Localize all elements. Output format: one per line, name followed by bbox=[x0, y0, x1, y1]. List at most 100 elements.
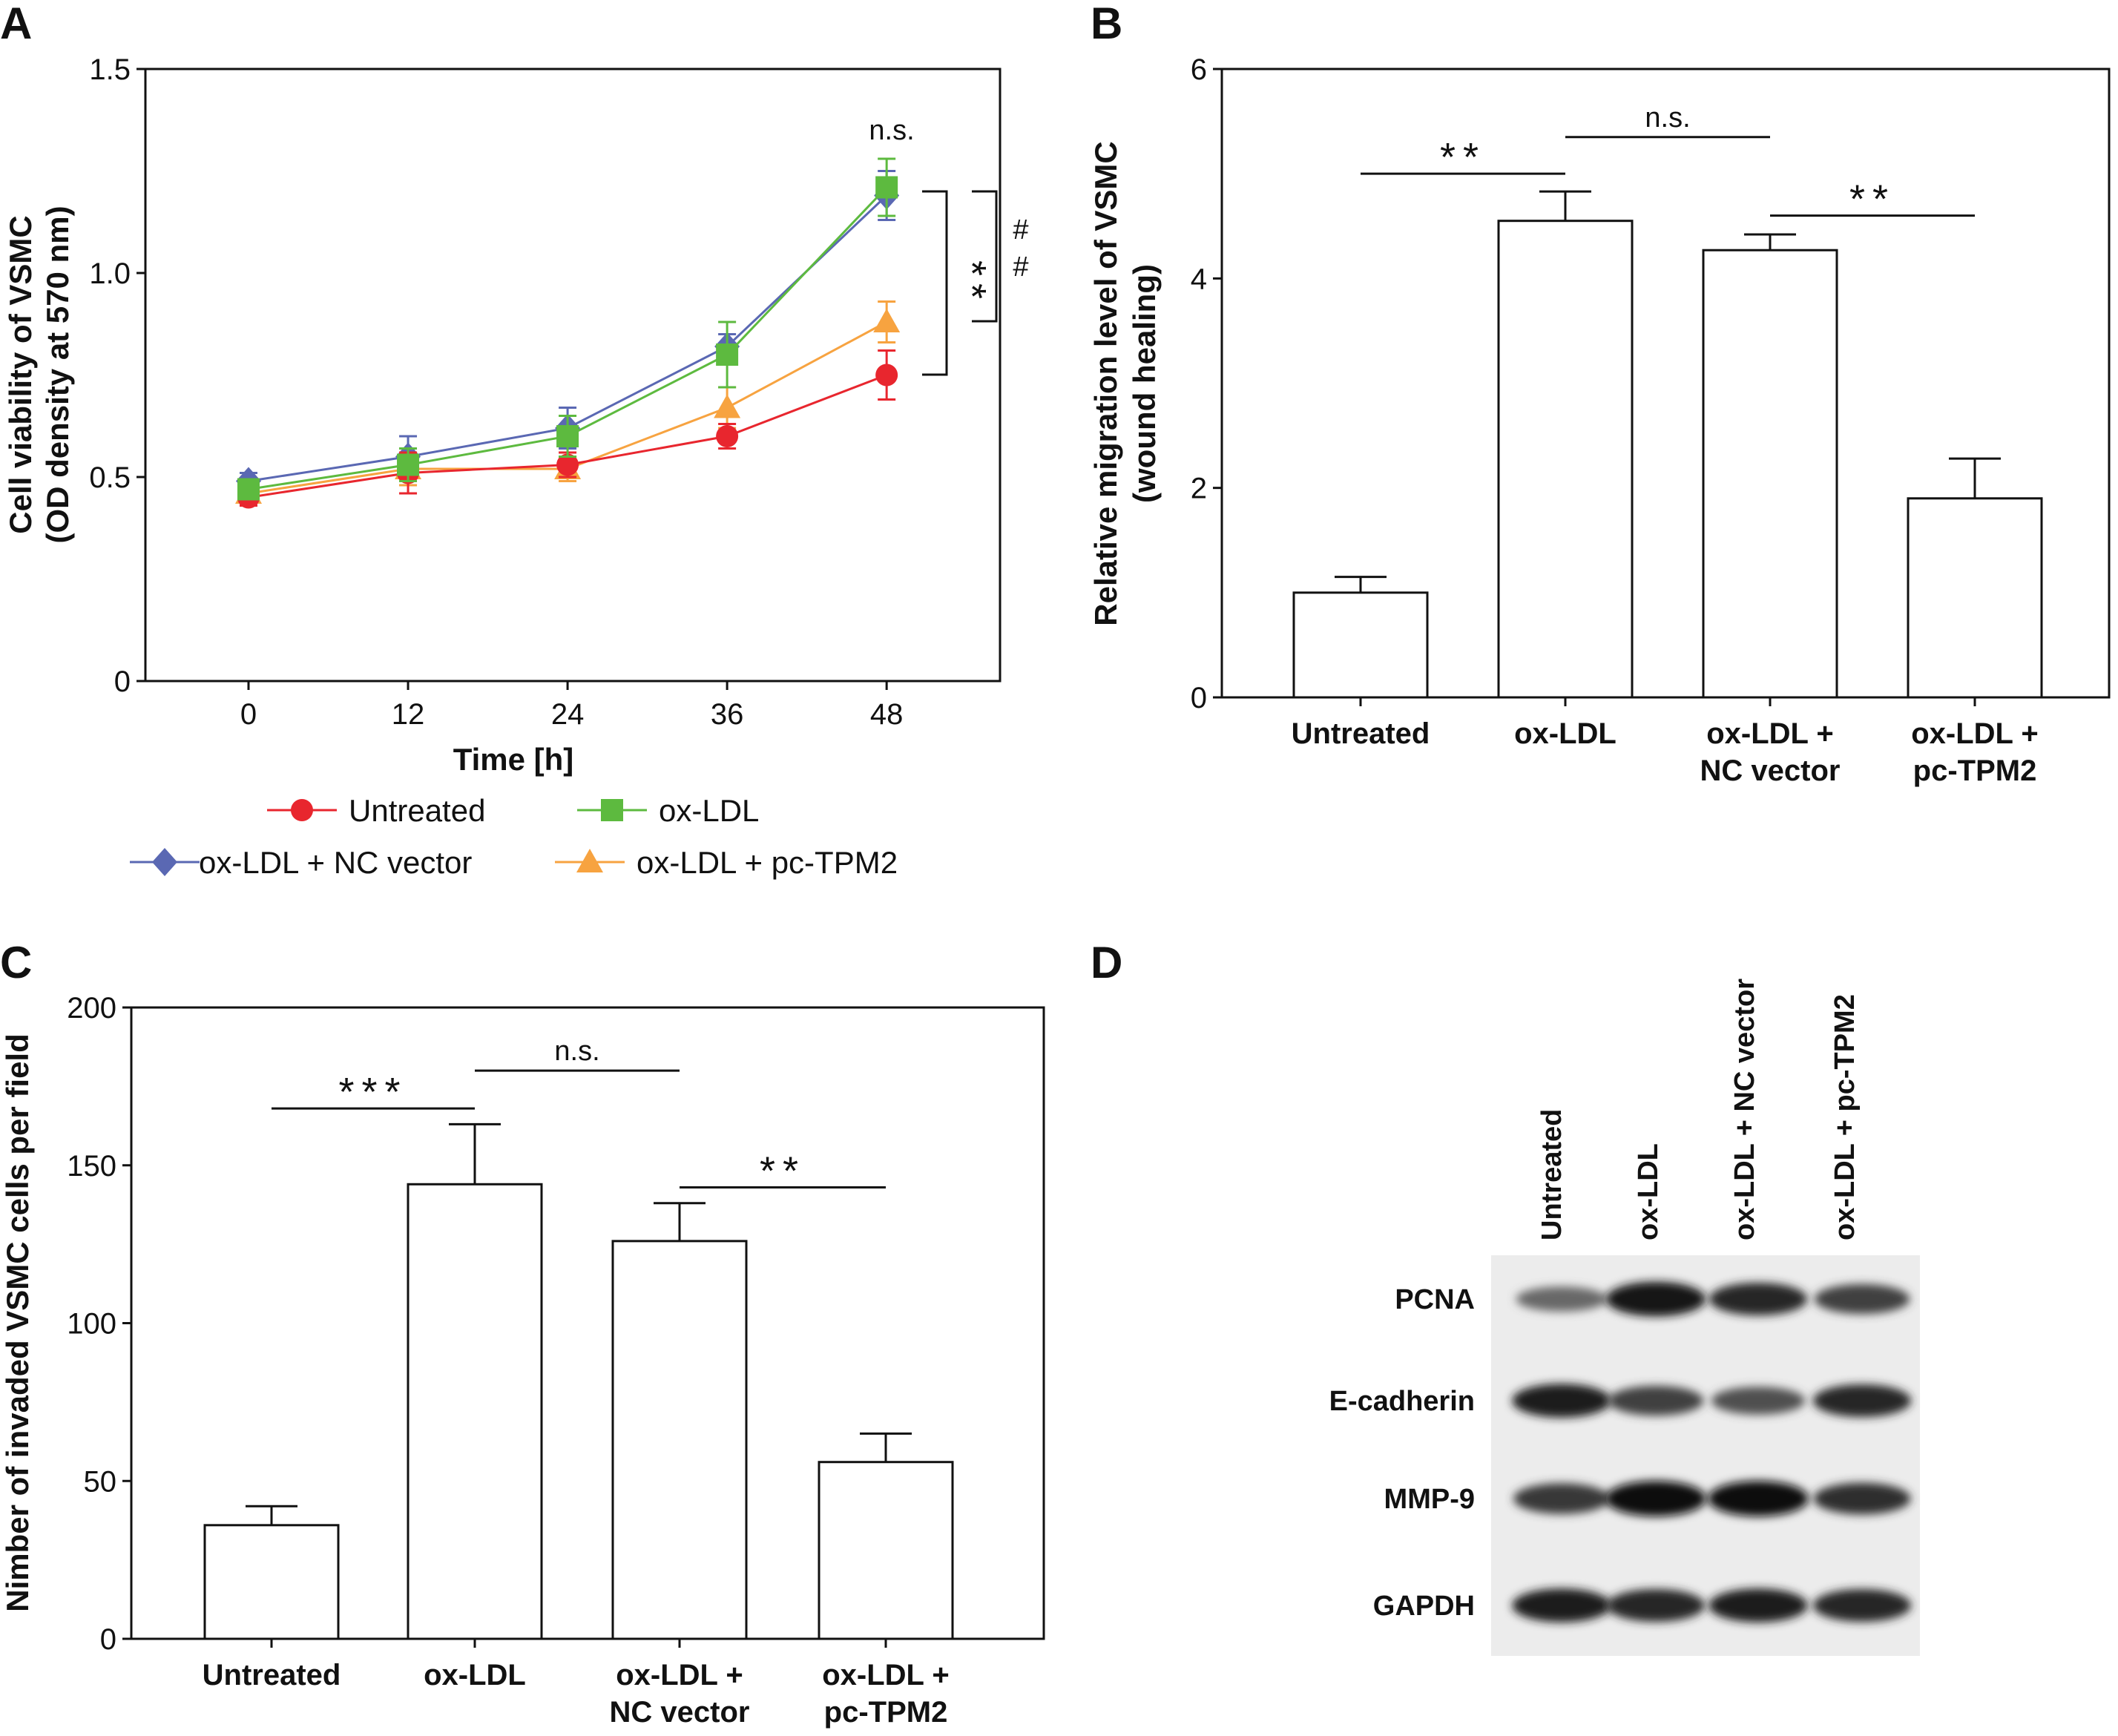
x-tick-label-c: pc-TPM2 bbox=[824, 1696, 948, 1729]
band-e-cadherin bbox=[1512, 1384, 1611, 1418]
legend-marker-ox-ldl-nc-vector bbox=[152, 848, 177, 876]
y-axis-title-c: Nimber of invaded VSMC cells per field bbox=[0, 1033, 35, 1612]
blot-content: Untreated ox-LDL ox-LDL + NC vector ox-LDL … bbox=[1329, 979, 1912, 1622]
bar-b bbox=[1702, 249, 1838, 699]
significance-label-b: n.s. bbox=[1645, 102, 1690, 134]
plot-c-content: 0 50 100 150 200 Untreated ox-LDL ox-LDL + NC ve… bbox=[67, 992, 954, 1729]
x-tick-label-c: ox-LDL + bbox=[616, 1659, 743, 1691]
band-e-cadherin bbox=[1711, 1387, 1806, 1415]
panel-b-bar-chart: 0 2 4 6 Untreated ox-LDL ox-LDL + NC vector ox-L… bbox=[1088, 53, 2111, 787]
data-point-untreated bbox=[556, 453, 579, 476]
protein-label-e-cadherin: E-cadherin bbox=[1329, 1386, 1475, 1417]
bar-b bbox=[1292, 591, 1429, 699]
y-axis-title-b-line2: (wound healing) bbox=[1127, 264, 1162, 503]
x-tick-label-c: ox-LDL + bbox=[822, 1659, 950, 1691]
annotation-ns-a: n.s. bbox=[869, 115, 914, 146]
lane-label-4: ox-LDL + pc-TPM2 bbox=[1829, 994, 1861, 1240]
y-tick-label-a: 1.0 bbox=[89, 257, 131, 290]
plot-a-series bbox=[235, 157, 901, 509]
x-tick-label-a: 48 bbox=[870, 698, 904, 731]
x-tick-label-c: Untreated bbox=[203, 1659, 341, 1691]
bar-c bbox=[203, 1524, 340, 1640]
legend-label-ox-ldl-pc-tpm2: ox-LDL + pc-TPM2 bbox=[637, 845, 898, 880]
x-tick-label-a: 0 bbox=[240, 698, 257, 731]
x-tick-label-b: NC vector bbox=[1700, 754, 1841, 787]
legend-marker-ox-ldl bbox=[601, 799, 623, 821]
x-tick-label-b: ox-LDL + bbox=[1706, 717, 1834, 750]
data-point-ox-ldl bbox=[716, 343, 739, 366]
panel-label-b: B bbox=[1091, 0, 1122, 48]
x-tick-label-a: 24 bbox=[551, 698, 585, 731]
y-axis-title-b-line1: Relative migration level of VSMC bbox=[1088, 141, 1123, 626]
plot-b-content: 0 2 4 6 Untreated ox-LDL ox-LDL + NC vector ox-L… bbox=[1191, 53, 2043, 787]
band-e-cadherin bbox=[1812, 1384, 1912, 1418]
panel-d-western-blot: Untreated ox-LDL ox-LDL + NC vector ox-LDL … bbox=[1329, 979, 1920, 1656]
protein-label-gapdh: GAPDH bbox=[1373, 1591, 1475, 1622]
plot-a-ticks: 0 0.5 1.0 1.5 0 12 24 36 48 bbox=[89, 53, 903, 731]
band-pcna bbox=[1605, 1281, 1706, 1317]
band-gapdh bbox=[1512, 1588, 1611, 1622]
significance-label-c: ** bbox=[760, 1149, 806, 1194]
y-tick-label-c: 200 bbox=[67, 992, 116, 1025]
legend-marker-untreated bbox=[291, 799, 313, 821]
y-tick-label-b: 4 bbox=[1191, 263, 1207, 295]
data-point-untreated bbox=[875, 364, 898, 387]
y-axis-title-a-line1: Cell viability of VSMC bbox=[3, 215, 38, 533]
lane-label-3: ox-LDL + NC vector bbox=[1729, 979, 1760, 1240]
y-tick-label-a: 1.5 bbox=[89, 53, 131, 86]
x-tick-label-b: ox-LDL + bbox=[1911, 717, 2039, 750]
band-pcna bbox=[1708, 1282, 1808, 1316]
bracket-hash-a bbox=[972, 190, 998, 323]
annotation-hash-a-2: # bbox=[1013, 251, 1028, 283]
y-tick-label-b: 2 bbox=[1191, 473, 1207, 505]
bar-c bbox=[818, 1461, 954, 1640]
data-point-ox-ldl bbox=[237, 478, 260, 501]
significance-label-c: n.s. bbox=[554, 1036, 599, 1067]
significance-label-c: *** bbox=[338, 1070, 407, 1114]
x-tick-label-c: NC vector bbox=[610, 1696, 750, 1729]
y-tick-label-a: 0.5 bbox=[89, 461, 131, 494]
band-mmp-9 bbox=[1605, 1481, 1706, 1516]
band-gapdh bbox=[1708, 1588, 1808, 1622]
panel-a-line-chart: 0 0.5 1.0 1.5 0 12 24 36 48 Time [h] Cell viabil… bbox=[3, 53, 1029, 880]
data-point-untreated bbox=[716, 425, 739, 447]
band-pcna bbox=[1814, 1283, 1910, 1315]
bracket-stars-a bbox=[922, 190, 948, 376]
band-mmp-9 bbox=[1708, 1481, 1809, 1516]
x-tick-label-c: ox-LDL bbox=[424, 1659, 526, 1691]
data-point-ox-ldl bbox=[397, 453, 420, 476]
band-mmp-9 bbox=[1513, 1483, 1610, 1514]
legend-label-ox-ldl-nc-vector: ox-LDL + NC vector bbox=[199, 845, 472, 880]
x-tick-label-b: pc-TPM2 bbox=[1913, 754, 2037, 787]
panel-label-c: C bbox=[0, 938, 32, 987]
plot-b-frame bbox=[1220, 68, 2111, 699]
x-tick-label-b: ox-LDL bbox=[1514, 717, 1617, 750]
panel-label-d: D bbox=[1091, 938, 1122, 987]
x-axis-title-a: Time [h] bbox=[453, 742, 574, 777]
lane-label-2: ox-LDL bbox=[1633, 1143, 1664, 1240]
bar-c bbox=[407, 1183, 543, 1640]
x-tick-label-a: 36 bbox=[711, 698, 744, 731]
y-tick-label-c: 0 bbox=[100, 1623, 116, 1656]
legend-a: Untreated ox-LDL ox-LDL + NC vector ox-LDL … bbox=[130, 793, 898, 880]
significance-label-b: ** bbox=[1849, 177, 1895, 222]
y-tick-label-b: 6 bbox=[1191, 53, 1207, 86]
y-tick-label-b: 0 bbox=[1191, 682, 1207, 714]
band-pcna bbox=[1516, 1286, 1608, 1312]
data-point-ox-ldl-pc-tpm2 bbox=[714, 394, 741, 418]
data-point-ox-ldl bbox=[556, 425, 579, 447]
protein-label-pcna: PCNA bbox=[1395, 1284, 1475, 1315]
y-axis-title-a-line2: (OD density at 570 nm) bbox=[40, 206, 75, 543]
legend-label-ox-ldl: ox-LDL bbox=[659, 793, 759, 828]
significance-label-b: ** bbox=[1440, 135, 1486, 180]
annotation-hash-a-1: # bbox=[1013, 214, 1028, 246]
x-tick-label-a: 12 bbox=[392, 698, 425, 731]
plot-a-frame bbox=[144, 68, 1002, 683]
band-e-cadherin bbox=[1608, 1385, 1704, 1416]
y-tick-label-c: 150 bbox=[67, 1150, 116, 1183]
legend-marker-ox-ldl-pc-tpm2 bbox=[576, 849, 603, 872]
y-tick-label-a: 0 bbox=[114, 665, 131, 698]
bar-b bbox=[1497, 220, 1634, 699]
x-tick-label-b: Untreated bbox=[1292, 717, 1430, 750]
